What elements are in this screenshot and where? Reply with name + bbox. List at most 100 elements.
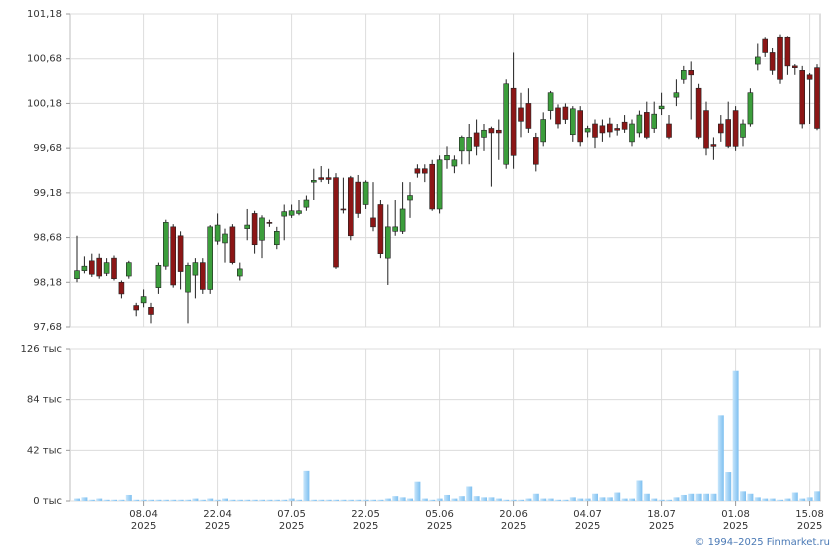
candle-body [762,38,769,53]
candle-body [303,199,310,208]
x-tick-label: 15.08 [795,509,824,520]
volume-bar [325,499,332,501]
candle-body [318,177,325,180]
volume-bar [244,499,251,501]
volume-bar [214,499,221,501]
candle-body [673,92,680,98]
volume-bar [814,491,820,501]
volume-bar [444,494,450,501]
candle-body [703,110,709,149]
volume-bar [236,499,243,501]
volume-bar [806,497,813,501]
volume-bar [296,499,302,501]
candle-body [296,210,302,214]
volume-bar [651,498,658,501]
volume-bar [621,498,628,501]
candle-body [651,113,658,129]
volume-bar [555,499,561,501]
volume-bar [466,486,473,501]
candle-body [710,144,717,147]
volume-bar [688,493,695,501]
x-tick-year: 2025 [353,521,378,532]
volume-bar [347,499,354,501]
candle-body [89,260,95,275]
volume-bar [740,491,746,501]
x-tick-label: 01.08 [721,509,750,520]
candle-body [569,108,576,136]
volume-bar [666,499,672,501]
x-tick-label: 07.05 [277,509,306,520]
candle-body [281,211,288,217]
volume-bar [710,493,717,501]
candle-body [259,217,265,241]
candle-body [392,226,399,232]
volume-bar [629,498,635,501]
candle-body [725,119,732,147]
candle-body [740,123,746,138]
candle-body [695,87,702,138]
candle-body [118,281,125,295]
y-tick-label: 98,18 [33,277,62,288]
volume-bar [769,498,776,501]
candle-body [436,159,443,210]
candle-body [377,204,384,254]
volume-bar [458,496,465,501]
volume-bar [606,497,613,501]
x-tick-label: 22.05 [351,509,380,520]
volume-bar [495,498,502,501]
x-tick-year: 2025 [501,521,526,532]
volume-bar [333,499,339,501]
candle-body [192,262,199,276]
candle-body [562,106,569,120]
volume-bar [407,498,413,501]
candle-body [732,110,739,147]
candle-body [429,163,436,210]
candle-body [133,305,139,311]
candle-body [325,177,332,180]
candle-body [244,224,250,229]
candle-body [636,114,643,134]
candle-body [414,168,421,174]
volume-bar [532,493,539,501]
volume-bar [125,494,132,501]
volume-bar [510,499,517,501]
candle-body [273,231,280,246]
volume-bar [680,494,687,501]
volume-bar [754,497,761,501]
volume-bar [133,499,140,501]
volume-bar [658,499,665,501]
y-tick-label: 100,18 [27,98,62,109]
candle-body [370,217,376,228]
x-tick-year: 2025 [797,521,822,532]
candle-body [547,92,554,111]
x-tick-label: 20.06 [499,509,528,520]
plot-frame [69,13,821,328]
volume-bar [207,498,214,501]
volume-bar [74,498,80,501]
candle-body [458,137,465,152]
volume-bar [377,499,384,501]
volume-bar [436,498,443,501]
volume-bar [518,499,524,501]
x-tick-year: 2025 [649,521,674,532]
volume-bar [281,499,288,501]
candle-body [229,226,236,263]
candle-body [621,121,628,130]
volume-bar [503,499,510,501]
candle-body [148,307,154,315]
candle-body [606,123,613,133]
volume-bar [177,499,184,501]
candle-body [384,226,391,259]
candle-body [407,195,413,201]
candle-body [658,105,665,110]
candle-body [355,181,362,214]
y-tick-label: 84 тыс [27,395,62,406]
candle-body [791,65,798,68]
volume-bar [118,499,125,501]
candle-body [592,123,598,138]
candle-body [81,265,88,271]
volume-bar [199,499,206,501]
x-tick-year: 2025 [131,521,156,532]
candle-body [769,52,776,71]
